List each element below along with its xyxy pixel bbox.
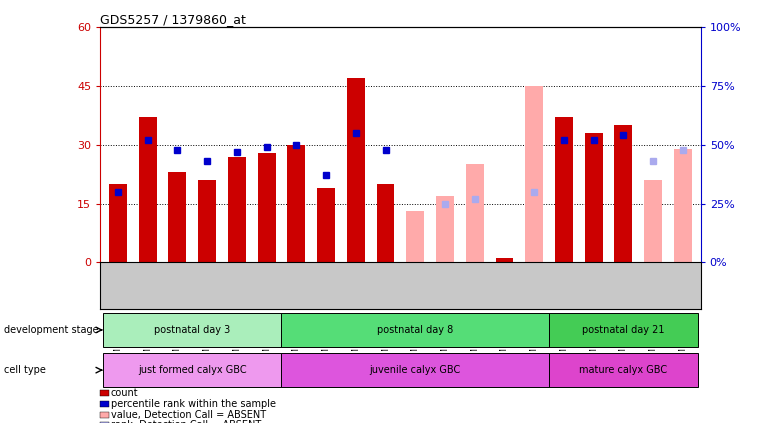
Bar (228, 157, 246, 262)
Text: development stage: development stage (4, 325, 99, 335)
Bar (644, 180, 662, 262)
Text: cell type: cell type (4, 365, 45, 375)
Bar (549, 353, 698, 387)
Bar (198, 180, 216, 262)
Bar (258, 153, 276, 262)
Bar (317, 188, 335, 262)
Text: postnatal day 8: postnatal day 8 (377, 325, 454, 335)
Bar (466, 165, 484, 262)
Text: percentile rank within the sample: percentile rank within the sample (111, 399, 276, 409)
Bar (674, 149, 691, 262)
Bar (169, 172, 186, 262)
Text: mature calyx GBC: mature calyx GBC (579, 365, 668, 375)
Text: rank, Detection Call = ABSENT: rank, Detection Call = ABSENT (111, 420, 261, 423)
Bar (549, 313, 698, 347)
Bar (377, 184, 394, 262)
Bar (436, 196, 454, 262)
Bar (614, 125, 632, 262)
Text: postnatal day 21: postnatal day 21 (582, 325, 665, 335)
Bar (103, 313, 282, 347)
Bar (525, 86, 543, 262)
Text: count: count (111, 388, 139, 398)
Bar (282, 353, 549, 387)
Bar (103, 353, 282, 387)
Bar (139, 118, 156, 262)
Bar (555, 118, 573, 262)
Bar (287, 145, 305, 262)
Bar (407, 212, 424, 262)
Bar (584, 133, 603, 262)
Bar (282, 313, 549, 347)
Text: postnatal day 3: postnatal day 3 (154, 325, 230, 335)
Text: just formed calyx GBC: just formed calyx GBC (138, 365, 246, 375)
Bar (496, 258, 514, 262)
Bar (346, 78, 365, 262)
Text: juvenile calyx GBC: juvenile calyx GBC (370, 365, 461, 375)
Text: value, Detection Call = ABSENT: value, Detection Call = ABSENT (111, 409, 266, 420)
Text: GDS5257 / 1379860_at: GDS5257 / 1379860_at (100, 14, 246, 26)
Bar (109, 184, 127, 262)
